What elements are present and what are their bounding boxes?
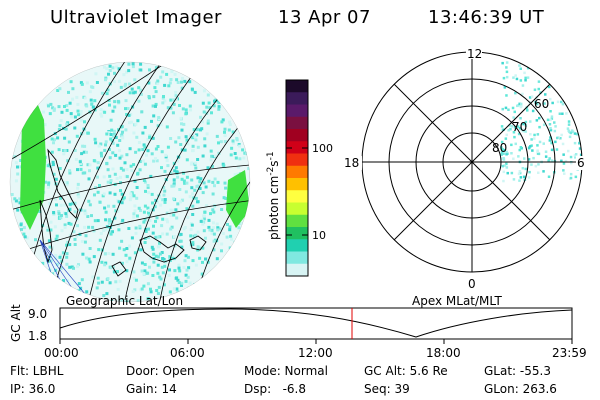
- info-filter: Flt: LBHL: [10, 364, 64, 378]
- lat-lon-grid: [10, 62, 250, 301]
- mlat-label-60: 60: [534, 97, 549, 111]
- geographic-map: [9, 61, 251, 303]
- info-gc-alt: GC Alt: 5.6 Re: [364, 364, 448, 378]
- colorbar-label: photon cm-2s-1: [266, 151, 281, 240]
- earth-disk: [10, 62, 250, 302]
- colorbar-cell: [286, 141, 308, 154]
- colorbar-cell: [286, 239, 308, 252]
- mlt-label-0: 0: [468, 277, 476, 291]
- colorbar-cell: [286, 104, 308, 118]
- info-seq: Seq: 39: [364, 382, 410, 396]
- colorbar-cell: [286, 153, 308, 167]
- instrument-title: Ultraviolet Imager: [50, 7, 222, 28]
- colorbar-cell: [286, 165, 308, 179]
- colorbar-cell: [286, 80, 308, 93]
- x-tick-1800: 18:00: [426, 346, 461, 360]
- colorbar-tick-10: 10: [312, 229, 326, 242]
- colorbar-cell: [286, 251, 308, 265]
- mlt-label-12: 12: [467, 47, 482, 61]
- colorbar-cell: [286, 214, 308, 228]
- info-gain: Gain: 14: [126, 382, 177, 396]
- timeline-ylabel: GC Alt: [9, 304, 23, 342]
- coastlines: [39, 148, 207, 277]
- altitude-curve: [59, 308, 573, 338]
- mlt-label-18: 18: [344, 156, 359, 170]
- colorbar-cell: [286, 227, 308, 240]
- mlat-label-80: 80: [492, 141, 507, 155]
- info-mode: Mode: Normal: [244, 364, 328, 378]
- x-tick-1200: 12:00: [298, 346, 333, 360]
- info-glat: GLat: -55.3: [484, 364, 551, 378]
- info-ip: IP: 36.0: [10, 382, 56, 396]
- polar-mlat-mlt-plot: 12 0 18 6 60 70 80: [342, 47, 588, 291]
- colorbar-cell: [286, 129, 308, 142]
- colorbar-tick-100: 100: [312, 142, 333, 155]
- info-glon: GLon: 263.6: [484, 382, 557, 396]
- colorbar-cell: [286, 202, 308, 216]
- gc-altitude-timeline: Geographic Lat/Lon Apex MLat/MLT 9.0 1.8…: [9, 294, 587, 360]
- x-tick-2359: 23:59: [552, 346, 587, 360]
- x-tick-0000: 00:00: [44, 346, 79, 360]
- limb-glow: [20, 100, 46, 230]
- observation-date: 13 Apr 07: [278, 7, 371, 28]
- info-door: Door: Open: [126, 364, 195, 378]
- info-dsp: Dsp: -6.8: [244, 382, 307, 396]
- uv-emission-speckle: [10, 62, 250, 302]
- x-tick-0600: 06:00: [170, 346, 205, 360]
- mlt-label-6: 6: [577, 156, 585, 170]
- y-tick-max: 9.0: [28, 307, 47, 321]
- colorbar-cell: [286, 190, 308, 203]
- mlat-label-70: 70: [512, 120, 527, 134]
- apex-label: Apex MLat/MLT: [412, 294, 502, 308]
- limb-glow-east: [226, 170, 250, 228]
- colorbar-cell: [286, 178, 308, 191]
- color-scale-bar: 100 10 photon cm-2s-1: [266, 79, 333, 277]
- colorbar-cell: [286, 116, 308, 130]
- colorbar-cell: [286, 92, 308, 105]
- y-tick-min: 1.8: [28, 329, 47, 343]
- observation-time: 13:46:39 UT: [428, 7, 545, 28]
- colorbar-cell: [286, 263, 308, 277]
- geo-label: Geographic Lat/Lon: [66, 294, 183, 308]
